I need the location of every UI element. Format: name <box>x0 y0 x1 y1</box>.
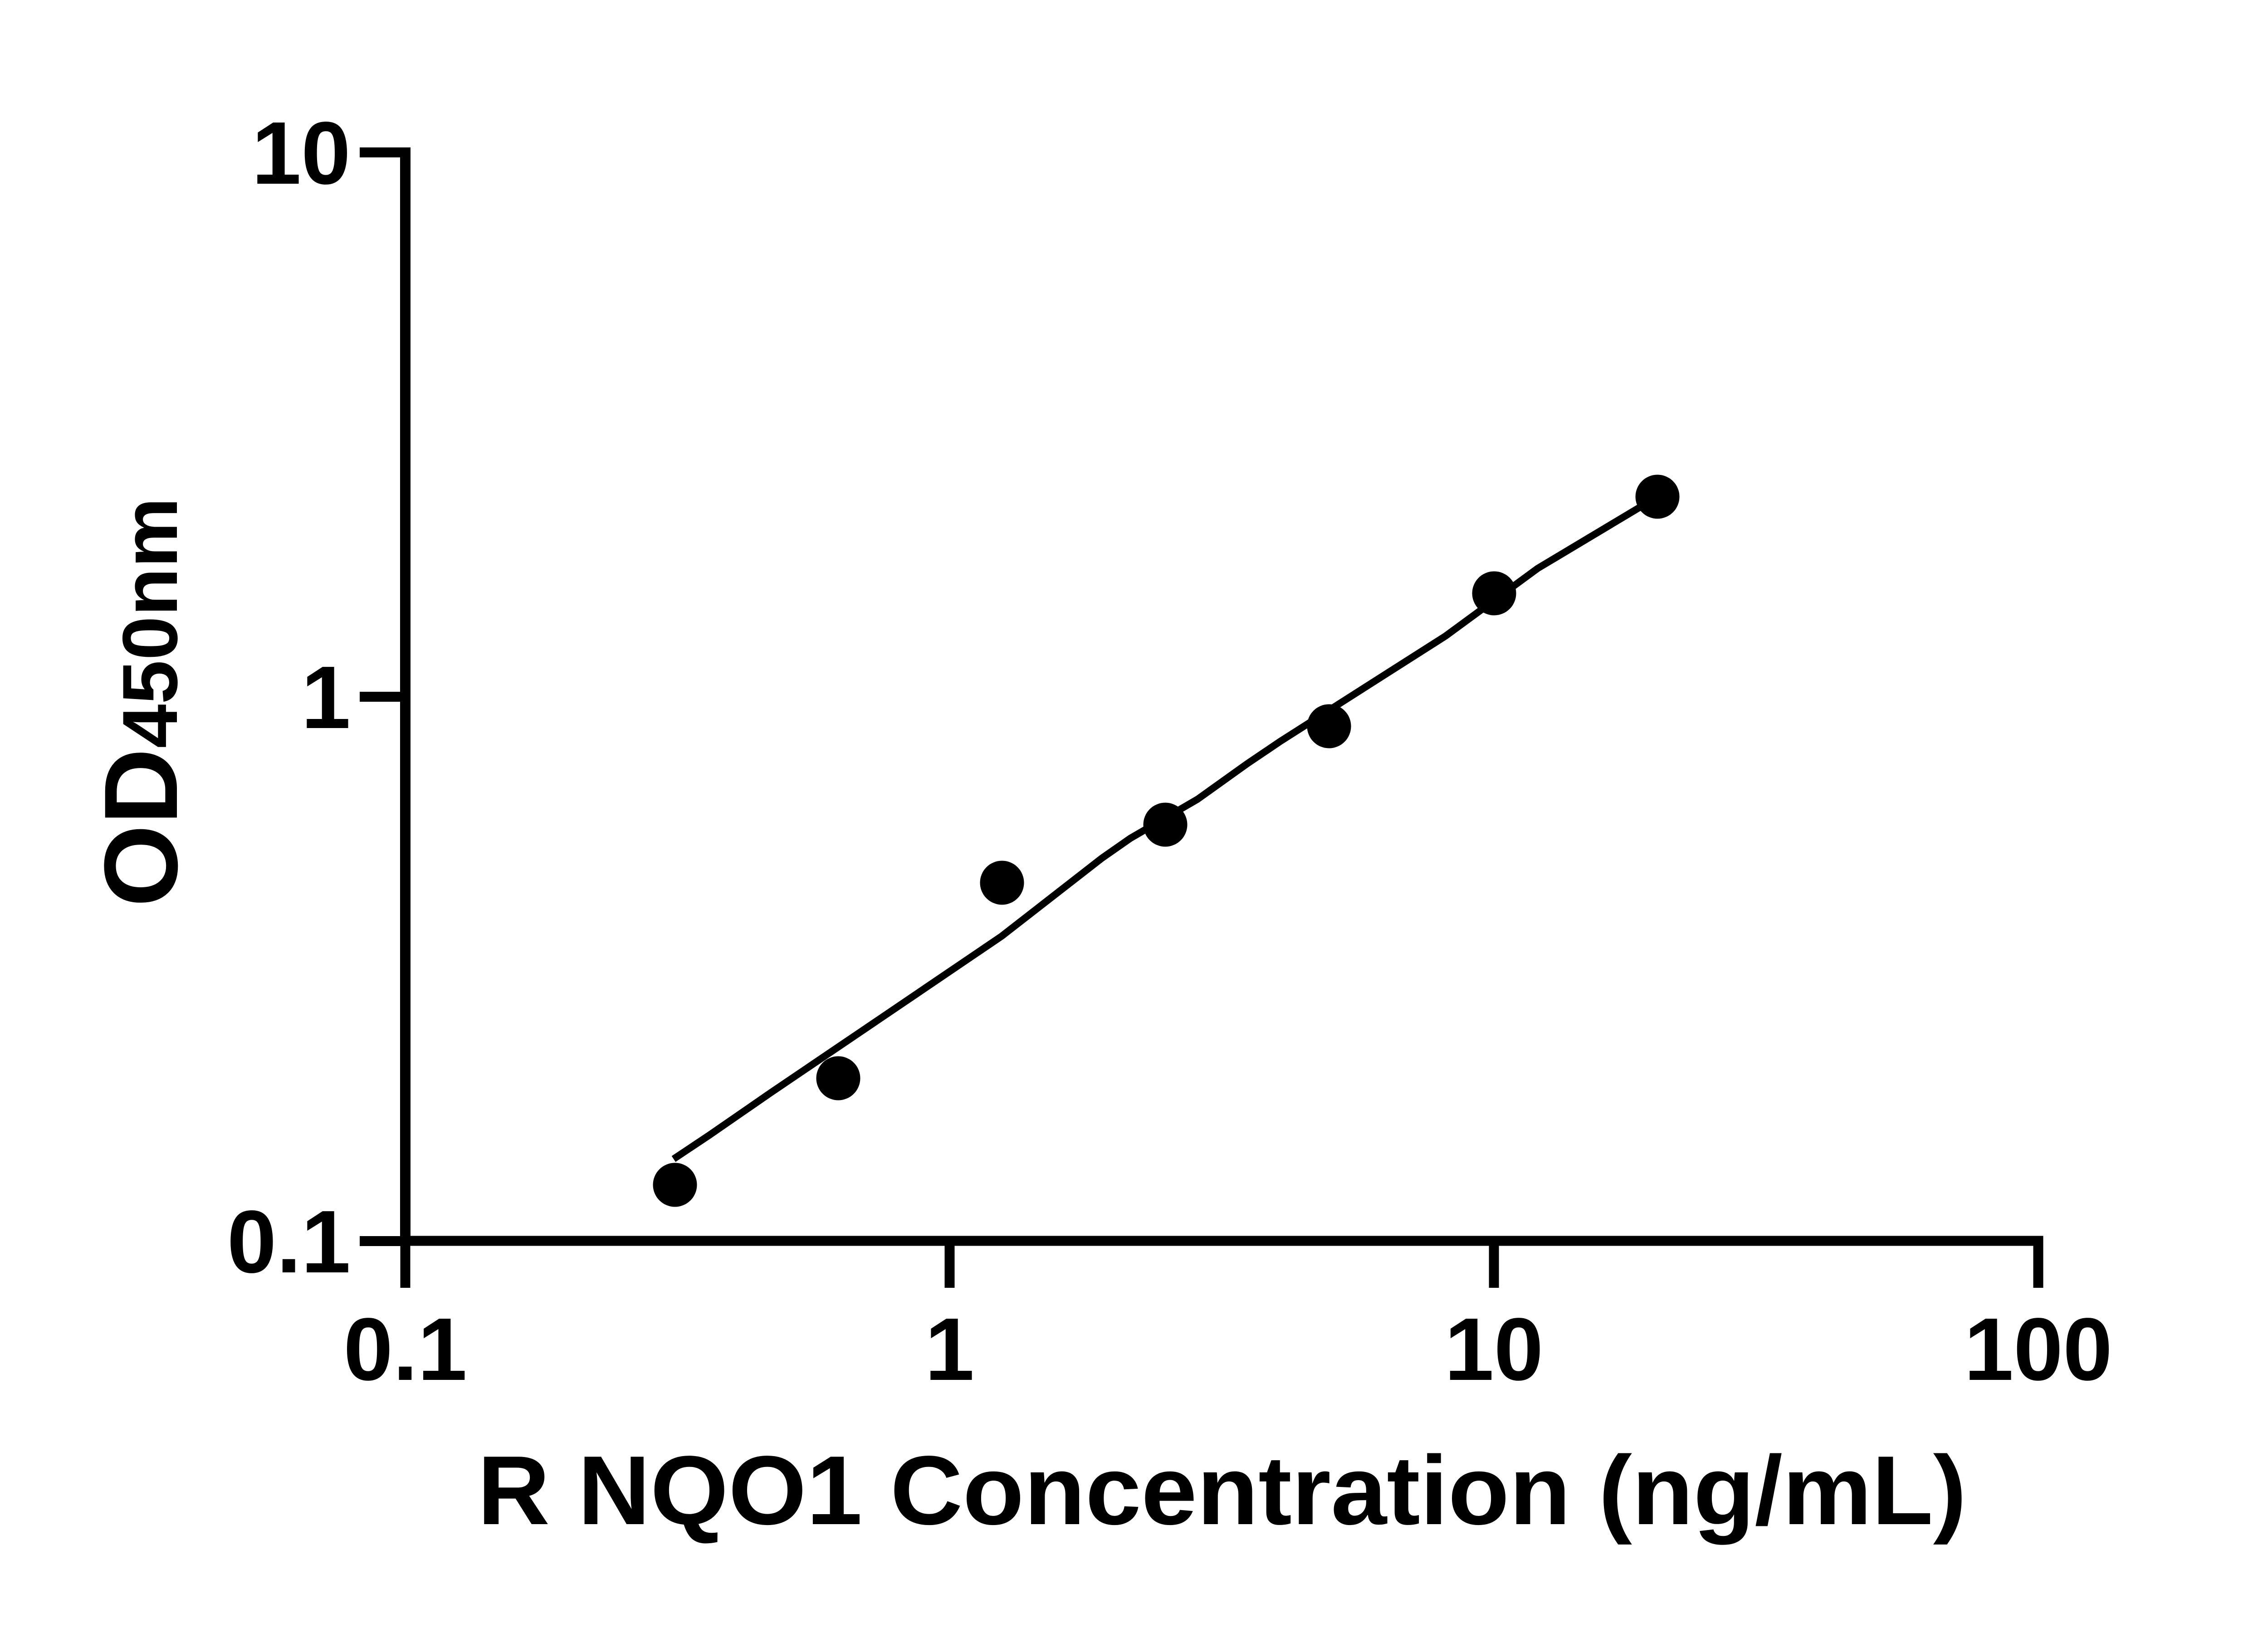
svg-text:10: 10 <box>1444 1300 1543 1399</box>
svg-text:1: 1 <box>925 1300 974 1399</box>
svg-text:OD450nm: OD450nm <box>83 498 199 907</box>
svg-text:100: 100 <box>1964 1300 2112 1399</box>
svg-text:0.1: 0.1 <box>227 1192 351 1291</box>
svg-text:0.1: 0.1 <box>343 1300 467 1399</box>
svg-text:1: 1 <box>301 648 351 747</box>
svg-text:10: 10 <box>252 103 351 203</box>
svg-text:R NQO1 Concentration (ng/mL): R NQO1 Concentration (ng/mL) <box>478 1435 1967 1545</box>
